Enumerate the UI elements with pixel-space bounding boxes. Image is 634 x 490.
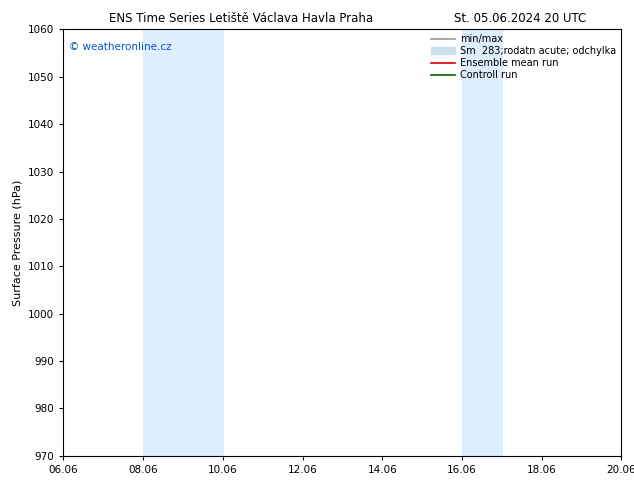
Text: St. 05.06.2024 20 UTC: St. 05.06.2024 20 UTC <box>454 12 586 25</box>
Text: ENS Time Series Letiště Václava Havla Praha: ENS Time Series Letiště Václava Havla Pr… <box>109 12 373 25</box>
Y-axis label: Surface Pressure (hPa): Surface Pressure (hPa) <box>13 179 23 306</box>
Text: © weatheronline.cz: © weatheronline.cz <box>69 42 172 52</box>
Legend: min/max, Sm  283;rodatn acute; odchylka, Ensemble mean run, Controll run: min/max, Sm 283;rodatn acute; odchylka, … <box>431 34 616 80</box>
Bar <box>462 29 501 456</box>
Bar <box>143 29 223 456</box>
